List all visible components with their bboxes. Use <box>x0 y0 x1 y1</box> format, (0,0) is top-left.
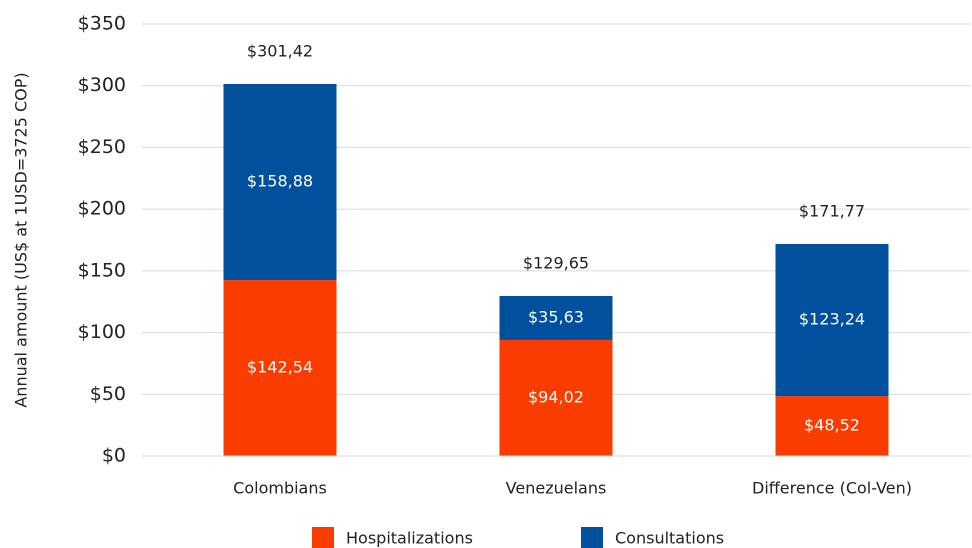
bar-segment <box>499 339 613 456</box>
y-tick-label: $350 <box>78 13 126 35</box>
total-label: $129,65 <box>523 253 589 272</box>
legend-swatch <box>581 527 603 548</box>
data-label: $94,02 <box>528 387 584 406</box>
legend-label: Consultations <box>615 529 724 548</box>
y-tick-label: $200 <box>78 198 126 220</box>
y-tick-label: $300 <box>78 74 126 96</box>
y-tick-label: $250 <box>78 136 126 158</box>
data-label: $48,52 <box>804 416 860 435</box>
total-label: $171,77 <box>799 201 865 220</box>
y-axis-label: Annual amount (US$ at 1USD=3725 COP) <box>12 72 31 407</box>
legend-swatch <box>312 527 334 548</box>
y-tick-label: $50 <box>90 383 126 405</box>
x-tick-label: Colombians <box>233 479 327 498</box>
x-tick-label: Difference (Col-Ven) <box>752 479 912 498</box>
bar-segment <box>223 280 337 456</box>
total-label: $301,42 <box>247 41 313 60</box>
data-label: $158,88 <box>247 172 313 191</box>
bar-segment <box>775 243 889 397</box>
y-tick-label: $100 <box>78 321 126 343</box>
bar-segment <box>499 295 613 340</box>
x-tick-label: Venezuelans <box>506 479 607 498</box>
legend-label: Hospitalizations <box>346 529 473 548</box>
y-tick-label: $150 <box>78 259 126 281</box>
y-tick-label: $0 <box>102 445 126 467</box>
bar-segment <box>775 396 889 456</box>
data-label: $123,24 <box>799 310 865 329</box>
bar-segment <box>223 83 337 281</box>
data-label: $35,63 <box>528 307 584 326</box>
data-label: $142,54 <box>247 358 313 377</box>
